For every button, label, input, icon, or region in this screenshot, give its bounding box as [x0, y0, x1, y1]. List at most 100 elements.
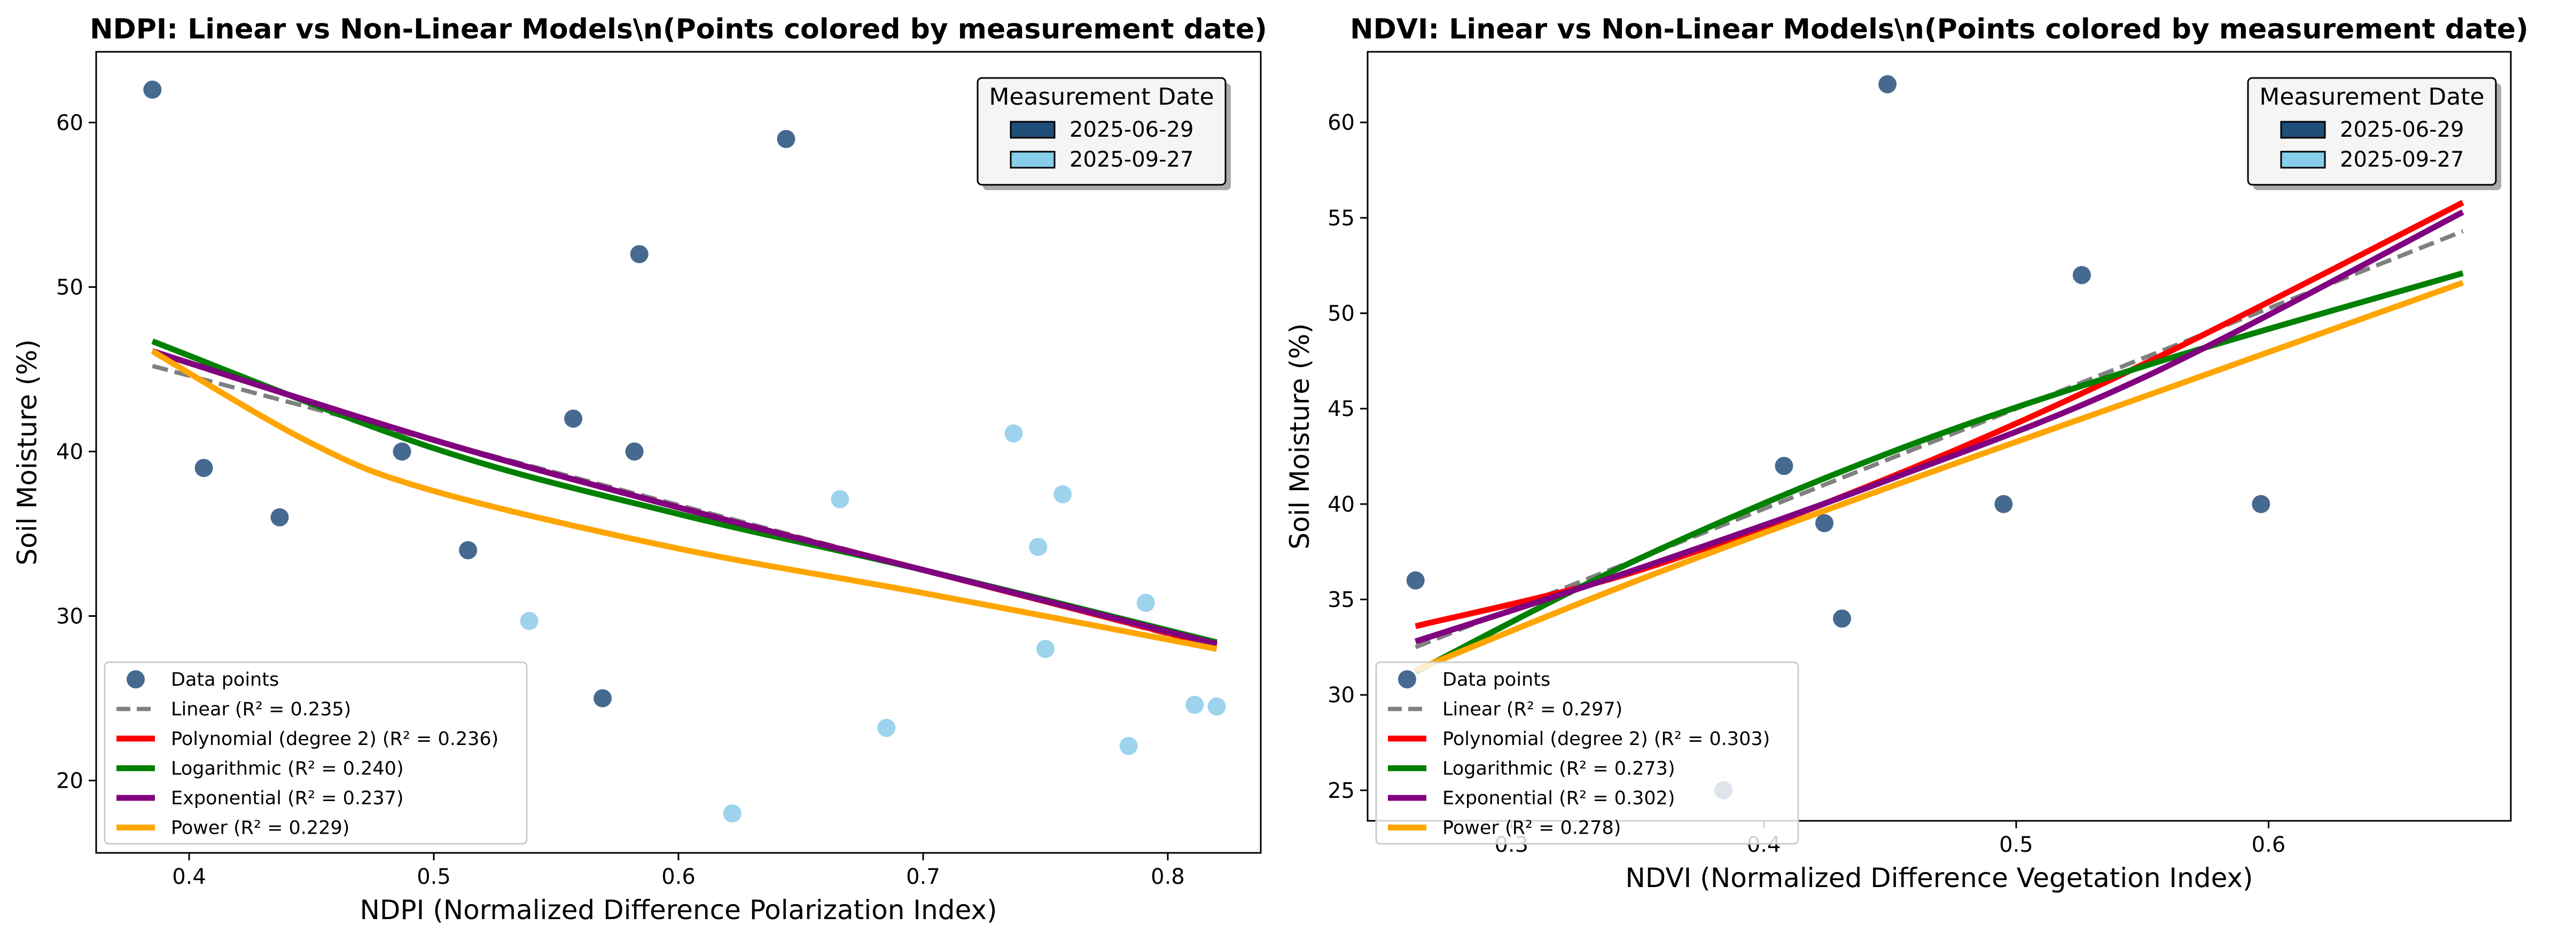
chart1-model-legend: Data points Linear (R² = 0.235) Polynomial… — [104, 661, 528, 845]
chart1-point-18 — [1119, 736, 1138, 755]
chart2-point-5 — [1878, 75, 1897, 93]
chart2-point-0 — [1406, 571, 1425, 590]
chart1-point-6 — [594, 689, 612, 708]
chart2-model-legend-label: Linear (R² = 0.297) — [1442, 699, 1622, 720]
chart1-point-13 — [877, 718, 896, 737]
chart1-model-legend-label: Logarithmic (R² = 0.240) — [171, 758, 404, 780]
chart2-model-legend-marker — [1398, 670, 1416, 688]
chart1-y-tick-label: 30 — [56, 604, 83, 629]
chart1-point-1 — [194, 459, 213, 477]
chart1-points — [143, 80, 1226, 823]
chart1-point-4 — [459, 541, 478, 560]
chart1-fit-line-0 — [152, 364, 1217, 649]
chart1-point-21 — [1207, 697, 1226, 716]
chart1-point-20 — [1185, 695, 1204, 714]
chart1-point-17 — [1053, 485, 1072, 504]
chart1-y-tick-label: 40 — [56, 440, 83, 464]
chart2-model-legend-label: Data points — [1442, 669, 1550, 691]
chart2-model-legend-label: Polynomial (degree 2) (R² = 0.303) — [1442, 728, 1770, 750]
chart2-model-legend-box — [1375, 661, 1799, 845]
chart2-point-2 — [1775, 457, 1793, 475]
chart1-point-19 — [1136, 593, 1155, 612]
chart1-point-0 — [143, 80, 162, 99]
chart1-y-tick-label: 50 — [56, 275, 83, 300]
chart1-model-legend-label: Exponential (R² = 0.237) — [171, 788, 404, 809]
chart1-y-tick-label: 60 — [56, 111, 83, 135]
chart1-x-tick-label: 0.5 — [417, 865, 451, 889]
chart1-point-2 — [270, 508, 289, 527]
chart1-y-tick-label: 20 — [56, 769, 83, 793]
chart1-point-5 — [564, 409, 583, 428]
chart2-y-tick-label: 55 — [1328, 206, 1355, 231]
chart1-fit-line-4 — [151, 348, 1217, 652]
chart1-point-14 — [1004, 424, 1023, 443]
chart1-model-legend-marker — [127, 670, 145, 688]
chart2-axes-frame — [1367, 51, 2512, 822]
chart1-date-legend: Measurement Date 2025-06-29 2025-09-27 — [977, 77, 1231, 190]
chart1-point-11 — [723, 804, 741, 823]
chart2-date-legend: Measurement Date 2025-06-29 2025-09-27 — [2247, 77, 2501, 190]
chart2-y-axis-label: Soil Moisture (%) — [1284, 323, 1315, 550]
chart1-y-axis-label: Soil Moisture (%) — [12, 339, 43, 566]
chart2-date-legend-swatch — [2280, 121, 2326, 139]
chart1-x-tick-label: 0.6 — [661, 865, 696, 889]
chart1-point-3 — [393, 442, 411, 461]
chart1-model-legend-label: Data points — [171, 669, 279, 691]
chart2-model-legend-label: Logarithmic (R² = 0.273) — [1442, 758, 1675, 780]
chart1-model-legend-label: Linear (R² = 0.235) — [171, 699, 351, 720]
chart2-date-legend-label: 2025-06-29 — [2340, 117, 2464, 142]
chart2-point-4 — [1833, 609, 1852, 628]
chart2-fit-line-1 — [1415, 200, 2464, 629]
chart2-y-tick-label: 50 — [1328, 302, 1355, 326]
chart1-point-7 — [625, 442, 644, 461]
chart1-date-legend-label: 2025-06-29 — [1070, 117, 1193, 142]
chart1-x-tick-label: 0.8 — [1151, 865, 1185, 889]
chart1-title: NDPI: Linear vs Non-Linear Models\n(Poin… — [90, 13, 1267, 45]
chart1-point-15 — [1029, 538, 1048, 556]
chart2-y-tick-label: 40 — [1328, 492, 1355, 517]
chart1-x-tick-label: 0.7 — [906, 865, 940, 889]
chart2-fit-lines — [1414, 200, 2464, 675]
chart1-model-legend-label: Power (R² = 0.229) — [171, 818, 349, 839]
chart2-point-8 — [2252, 495, 2270, 513]
chart2-title: NDVI: Linear vs Non-Linear Models\n(Poin… — [1350, 13, 2528, 45]
chart2-date-legend-title: Measurement Date — [2259, 83, 2484, 111]
chart2-point-3 — [1815, 514, 1834, 532]
chart2-point-6 — [1994, 495, 2013, 513]
chart1-x-tick-label: 0.4 — [172, 865, 206, 889]
chart2-y-tick-label: 45 — [1328, 397, 1355, 421]
chart2-x-tick-label: 0.6 — [2252, 833, 2286, 857]
chart1-x-axis-label: NDPI (Normalized Difference Polarization… — [360, 895, 997, 926]
chart2-model-legend-label: Power (R² = 0.278) — [1442, 818, 1621, 839]
chart2-x-tick-label: 0.5 — [1999, 833, 2033, 857]
chart1-point-10 — [520, 611, 538, 630]
chart2-model-legend-label: Exponential (R² = 0.302) — [1442, 788, 1675, 809]
chart1-point-9 — [777, 130, 795, 148]
chart2-date-legend-swatch — [2280, 151, 2326, 169]
chart1-model-legend-label: Polynomial (degree 2) (R² = 0.236) — [171, 728, 498, 750]
chart2-model-legend: Data points Linear (R² = 0.297) Polynomial… — [1375, 661, 1799, 845]
chart1-point-16 — [1036, 640, 1055, 658]
chart2-date-legend-label: 2025-09-27 — [2340, 147, 2464, 172]
chart1-model-legend-box — [104, 661, 528, 845]
chart2-fit-line-3 — [1415, 209, 2464, 645]
chart2-fit-line-2 — [1414, 270, 2464, 675]
chart2-y-tick-label: 60 — [1328, 111, 1355, 135]
chart1-point-8 — [630, 245, 649, 263]
chart2-point-7 — [2072, 266, 2091, 285]
chart1-date-legend-label: 2025-09-27 — [1070, 147, 1193, 172]
chart1-fit-line-3 — [151, 348, 1217, 647]
chart2-x-axis-label: NDVI (Normalized Difference Vegetation I… — [1625, 862, 2253, 893]
chart1-point-12 — [831, 490, 849, 508]
chart2-panel: NDVI: Linear vs Non-Linear Models\n(Poin… — [1284, 13, 2528, 893]
chart1-date-legend-swatch — [1010, 121, 1056, 139]
chart2-y-tick-label: 25 — [1328, 779, 1355, 803]
chart1-fit-lines — [151, 338, 1217, 652]
chart1-date-legend-swatch — [1010, 151, 1056, 169]
chart1-panel: NDPI: Linear vs Non-Linear Models\n(Poin… — [12, 13, 1267, 926]
chart2-y-tick-label: 35 — [1328, 588, 1355, 613]
chart2-y-tick-label: 30 — [1328, 683, 1355, 708]
chart1-date-legend-title: Measurement Date — [989, 83, 1214, 111]
chart2-fit-line-4 — [1414, 280, 2464, 673]
